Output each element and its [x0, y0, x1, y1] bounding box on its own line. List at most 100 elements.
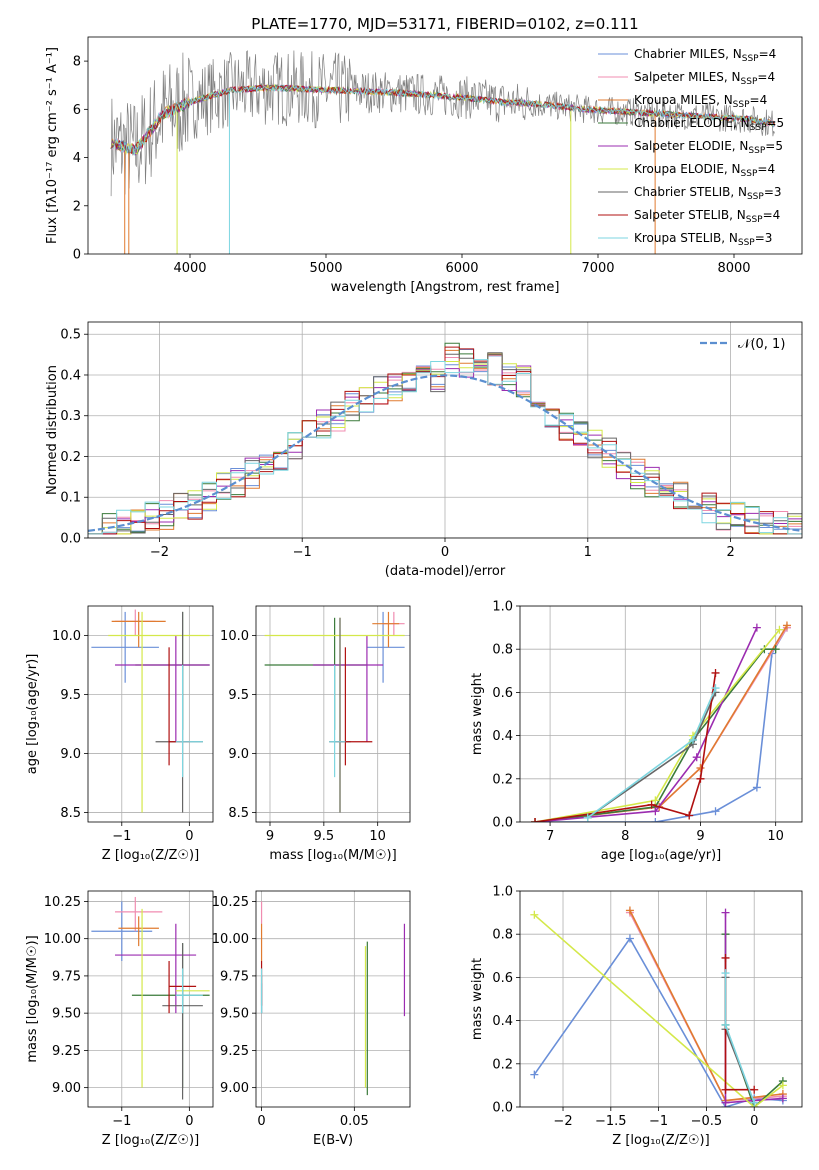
y-tick-label: 0.0: [492, 1101, 513, 1116]
chart-title: PLATE=1770, MJD=53171, FIBERID=0102, z=0…: [251, 15, 638, 33]
series-marker-kroupa-miles: [696, 764, 705, 772]
axes-6: −1 0 9.00 9.25 9.50 9.75 10.00 10.25 Z [log₁₀(Z/…: [25, 890, 214, 1148]
y-tick-label: 0.5: [60, 328, 81, 343]
series-marker-salpeter-stelib: [721, 953, 730, 962]
legend-n-value: 4: [760, 93, 768, 107]
series-line-kroupa-stelib: [587, 687, 717, 819]
legend-label-salpeter-elodie: Salpeter ELODIE, NSSP=5: [634, 139, 783, 156]
y-tick-label: 9.0: [228, 747, 249, 762]
series-marker-kroupa-stelib: [711, 684, 720, 693]
legend-n-value: 5: [777, 116, 785, 130]
series-marker-kroupa-stelib: [583, 813, 592, 822]
legend-n-prefix: , N: [730, 185, 747, 199]
legend-eq: =: [757, 70, 767, 84]
errorbar-chabrier-elodie: [131, 943, 210, 1088]
legend-subscript: SSP: [733, 100, 750, 110]
x-tick-label: −2: [553, 1114, 572, 1129]
legend-label-kroupa-elodie: Kroupa ELODIE, NSSP=4: [634, 162, 775, 179]
legend-subscript: SSP: [742, 54, 759, 64]
errorbar-kroupa-miles: [111, 611, 166, 648]
series-marker-kroupa-stelib: [750, 1098, 759, 1107]
series-marker-chabrier-miles: [625, 934, 634, 943]
y-axis-label: age [log₁₀(age/yr)]: [25, 654, 40, 775]
y-tick-label: 10.0: [52, 629, 81, 644]
legend-n-value: 4: [773, 208, 781, 222]
errorbar-salpeter-elodie: [313, 635, 384, 742]
axes-1: 4000 5000 6000 7000 8000 0 2 4 6 8 wavelength [Ang…: [45, 15, 803, 295]
y-tick-label: 0.3: [60, 409, 81, 424]
axes-7: 0 0.05 9.00 9.25 9.50 9.75 10.00 10.25 E(B-V): [212, 890, 411, 1148]
x-axis-label: Z [log₁₀(Z/Z☉)]: [102, 848, 199, 863]
legend-n-value: 3: [765, 231, 773, 245]
x-tick-label: 0: [750, 1114, 758, 1129]
x-axis-label: Z [log₁₀(Z/Z☉)]: [612, 1133, 709, 1148]
legend-n-value: 4: [769, 47, 777, 61]
legend-n-value: 3: [774, 185, 782, 199]
plot-area: [520, 606, 802, 822]
axes-3: −1 0 8.5 9.0 9.5 10.0 Z [log₁₀(Z/Z☉)] age [log₁…: [25, 605, 214, 863]
legend-subscript: SSP: [747, 192, 764, 202]
axes-frame: [255, 605, 411, 823]
spectrum-data-line: [110, 50, 775, 197]
x-tick-label: 0: [441, 545, 449, 560]
y-tick-label: 0.8: [492, 643, 513, 658]
y-tick-label: 0: [73, 248, 81, 263]
series-marker-kroupa-miles: [782, 621, 791, 630]
x-axis-label: (data-model)/error: [385, 564, 506, 579]
legend-eq: =: [757, 162, 767, 176]
plot-area: [256, 891, 410, 1107]
errorbar-chabrier-elodie: [135, 611, 210, 730]
series-line-salpeter-elodie: [534, 627, 758, 822]
series-marker-salpeter-elodie: [651, 807, 660, 816]
legend-n-value: 4: [767, 70, 775, 84]
legend-subscript: SSP: [738, 238, 755, 248]
legend-n-prefix: , N: [721, 231, 738, 245]
errorbar-chabrier-miles: [366, 611, 405, 683]
errorbar-chabrier-stelib: [162, 943, 203, 1100]
x-tick-label: 9: [696, 829, 704, 844]
plot-area: [520, 891, 802, 1107]
legend-n-prefix: , N: [732, 139, 749, 153]
x-tick-label: −1: [112, 1114, 131, 1129]
y-axis-label: Normed distribution: [45, 365, 60, 495]
legend-eq: =: [763, 208, 773, 222]
x-tick-label: 2: [726, 545, 734, 560]
legend-eq: =: [766, 116, 776, 130]
y-tick-label: 10.00: [44, 932, 81, 947]
plot-area: [88, 606, 213, 822]
series-marker-salpeter-elodie: [721, 908, 730, 917]
legend-name: Kroupa MILES: [634, 93, 716, 107]
legend-label-salpeter-miles: Salpeter MILES, NSSP=4: [634, 70, 775, 87]
model-line-kroupa-stelib: [110, 85, 776, 156]
errorbar-kroupa-stelib: [175, 968, 203, 1014]
y-tick-label: 0.4: [492, 729, 513, 744]
legend-name: Salpeter ELODIE: [634, 139, 732, 153]
y-tick-label: 9.00: [220, 1081, 249, 1096]
x-axis-label: age [log₁₀(age/yr)]: [601, 848, 722, 863]
y-tick-label: 1.0: [492, 600, 513, 615]
errorbar-kroupa-elodie: [141, 908, 210, 1088]
x-tick-label: −2: [150, 545, 169, 560]
axes-frame: [519, 890, 803, 1108]
legend-eq: =: [765, 139, 775, 153]
legend-name: Chabrier STELIB: [634, 185, 730, 199]
y-tick-label: 10.00: [212, 932, 249, 947]
y-tick-label: 0.4: [492, 1014, 513, 1029]
plot-area: [88, 891, 213, 1107]
x-tick-label: 8: [621, 829, 629, 844]
errorbar-salpeter-miles: [115, 896, 163, 932]
legend-n-prefix: , N: [725, 47, 742, 61]
normal-curve: [88, 374, 802, 532]
legend-n-value: 5: [775, 139, 783, 153]
series-marker-kroupa-elodie: [530, 910, 539, 919]
series-line-chabrier-stelib: [724, 977, 755, 1103]
legend-subscript: SSP: [741, 169, 758, 179]
y-tick-label: 0.6: [492, 971, 513, 986]
legend-name: Salpeter MILES: [634, 70, 724, 84]
errorbar-chabrier-stelib: [329, 617, 351, 813]
series-line-kroupa-stelib: [724, 973, 755, 1103]
y-tick-label: 9.00: [52, 1081, 81, 1096]
axes-frame: [87, 605, 214, 823]
series-line-kroupa-elodie: [533, 914, 784, 1107]
